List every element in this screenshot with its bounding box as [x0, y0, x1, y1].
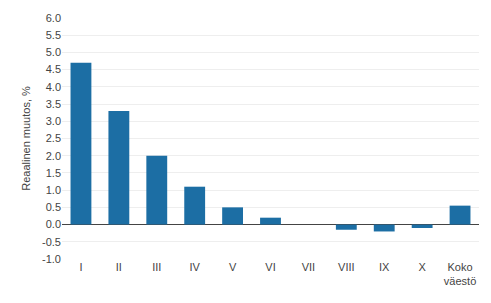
svg-text:II: II — [116, 261, 122, 273]
svg-text:IX: IX — [379, 261, 390, 273]
svg-text:V: V — [229, 261, 237, 273]
svg-text:2.5: 2.5 — [46, 132, 61, 144]
svg-text:4.0: 4.0 — [46, 81, 61, 93]
svg-text:5.5: 5.5 — [46, 29, 61, 41]
svg-text:VII: VII — [302, 261, 315, 273]
svg-text:1.0: 1.0 — [46, 184, 61, 196]
svg-text:6.0: 6.0 — [46, 12, 61, 24]
svg-text:3.0: 3.0 — [46, 115, 61, 127]
svg-text:3.5: 3.5 — [46, 98, 61, 110]
svg-text:I: I — [79, 261, 82, 273]
svg-text:0.0: 0.0 — [46, 218, 61, 230]
svg-text:5.0: 5.0 — [46, 46, 61, 58]
svg-text:1.5: 1.5 — [46, 167, 61, 179]
svg-text:0.5: 0.5 — [46, 201, 61, 213]
svg-text:2.0: 2.0 — [46, 150, 61, 162]
svg-text:Reaalinen muutos, %: Reaalinen muutos, % — [20, 86, 32, 191]
svg-text:VIII: VIII — [338, 261, 355, 273]
svg-text:-1.0: -1.0 — [42, 253, 61, 265]
svg-text:X: X — [418, 261, 426, 273]
svg-text:III: III — [152, 261, 161, 273]
svg-text:-0.5: -0.5 — [42, 236, 61, 248]
svg-text:IV: IV — [189, 261, 200, 273]
svg-text:VI: VI — [265, 261, 275, 273]
svg-text:4.5: 4.5 — [46, 63, 61, 75]
svg-text:Kokoväestö: Kokoväestö — [444, 261, 476, 287]
